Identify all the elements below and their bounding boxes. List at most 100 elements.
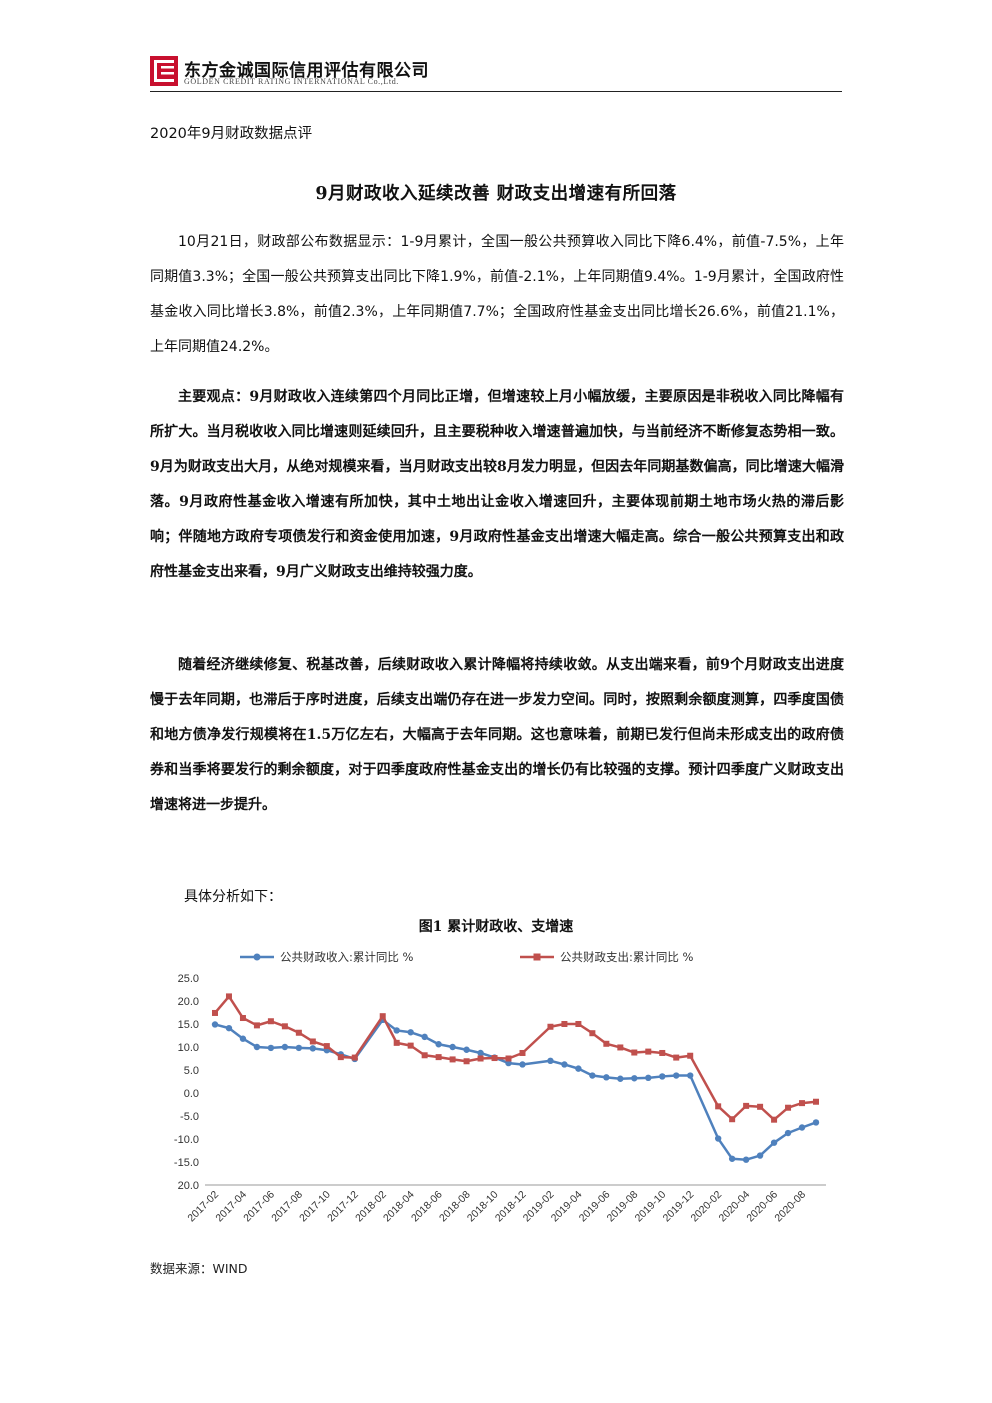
legend-label: 公共财政收入:累计同比 % [280,950,414,964]
data-point [728,1155,736,1162]
y-tick-label: 15.0 [178,1019,199,1031]
data-point [505,1055,512,1062]
data-point [477,1055,484,1062]
legend-label: 公共财政支出:累计同比 % [560,950,694,964]
company-logo [150,56,178,86]
data-point [239,1035,247,1042]
data-point [212,1009,218,1016]
data-point [659,1049,666,1056]
data-point [351,1054,358,1061]
data-point [645,1048,652,1055]
data-point [631,1075,638,1082]
data-point [756,1152,764,1159]
data-point [603,1040,610,1047]
data-point [225,1024,233,1032]
data-point [435,1041,442,1048]
data-point [463,1058,470,1065]
data-point [421,1033,428,1041]
data-point [295,1044,303,1052]
data-point [631,1049,638,1056]
document-title: 9月财政收入延续改善 财政支出增速有所回落 [315,184,677,204]
data-point [281,1043,289,1051]
document-header: 东方金诚国际信用评估有限公司 GOLDEN CREDIT RATING INTE… [150,52,842,94]
data-point [547,1023,554,1030]
data-point [659,1073,666,1080]
data-point [323,1043,330,1050]
data-point [547,1057,554,1064]
data-point [421,1052,428,1059]
data-point [519,1061,526,1068]
data-point [309,1038,316,1045]
x-tick-label: 2020-08 [772,1189,808,1225]
data-point [617,1044,624,1051]
data-point [309,1045,317,1052]
data-point [812,1119,820,1126]
data-point [617,1075,624,1082]
company-name-cn: 东方金诚国际信用评估有限公司 [184,61,429,81]
y-tick-label: -5.0 [180,1111,199,1123]
data-point [645,1074,652,1082]
data-point [687,1072,694,1079]
data-point [225,993,232,1000]
data-point [714,1135,722,1142]
y-tick-label: -15.0 [174,1157,199,1169]
data-point [491,1055,498,1062]
data-source: 数据来源：WIND [150,1261,248,1276]
paragraph-summary: 10月21日，财政部公布数据显示：1-9月累计，全国一般公共预算收入同比下降6.… [150,234,844,355]
fiscal-growth-line-chart: 20.0 -15.0 -10.0 -5.0 0.0 5.0 10.0 15.0 20.0 25.0… [174,950,826,1225]
data-point [477,1049,484,1057]
data-point [407,1029,414,1036]
data-point [253,1043,261,1051]
paragraph-main-views: 主要观点：9月财政收入连续第四个月同比正增，但增速较上月小幅放缓，主要原因是非税… [150,389,844,580]
legend-marker [253,953,261,961]
y-tick-label: 25.0 [178,973,199,985]
data-point [589,1072,596,1079]
data-point [673,1072,680,1079]
data-point [435,1054,442,1061]
header-divider [150,91,842,92]
data-point [463,1046,470,1053]
data-point [211,1021,219,1028]
data-point [393,1027,400,1034]
data-point [603,1074,610,1081]
data-point [379,1013,386,1020]
data-point [239,1015,246,1022]
analysis-intro: 具体分析如下： [184,889,282,905]
data-point [449,1043,456,1051]
series-line [214,1018,817,1161]
data-point [561,1021,568,1027]
data-point [770,1139,778,1146]
y-tick-label: 20.0 [178,1180,199,1192]
data-point [393,1039,400,1046]
y-tick-label: 20.0 [178,996,199,1008]
data-point [743,1102,750,1109]
data-point [729,1116,736,1123]
data-point [407,1042,414,1049]
data-point [505,1059,512,1067]
series-line [214,995,817,1121]
data-point [757,1103,764,1110]
data-point [771,1116,778,1123]
document-label: 2020年9月财政数据点评 [150,126,313,142]
data-point [589,1030,596,1037]
data-point [561,1061,568,1068]
data-point [281,1023,288,1030]
y-tick-label: 10.0 [178,1042,199,1054]
data-point [799,1100,806,1107]
data-point [519,1049,526,1056]
data-point [784,1129,792,1137]
chart-title: 图1 累计财政收、支增速 [418,919,574,935]
data-point [295,1029,302,1036]
data-point [575,1021,582,1027]
data-point [742,1156,750,1163]
company-name-en: GOLDEN CREDIT RATING INTERNATIONAL Co.,L… [184,77,399,86]
legend-marker [533,953,541,961]
data-point [267,1044,275,1052]
data-point [337,1054,344,1061]
data-point [253,1022,260,1029]
data-point [575,1065,582,1072]
y-tick-label: 5.0 [184,1065,199,1077]
y-tick-label: 0.0 [184,1088,199,1100]
y-tick-label: -10.0 [174,1134,199,1146]
data-point [785,1104,792,1111]
